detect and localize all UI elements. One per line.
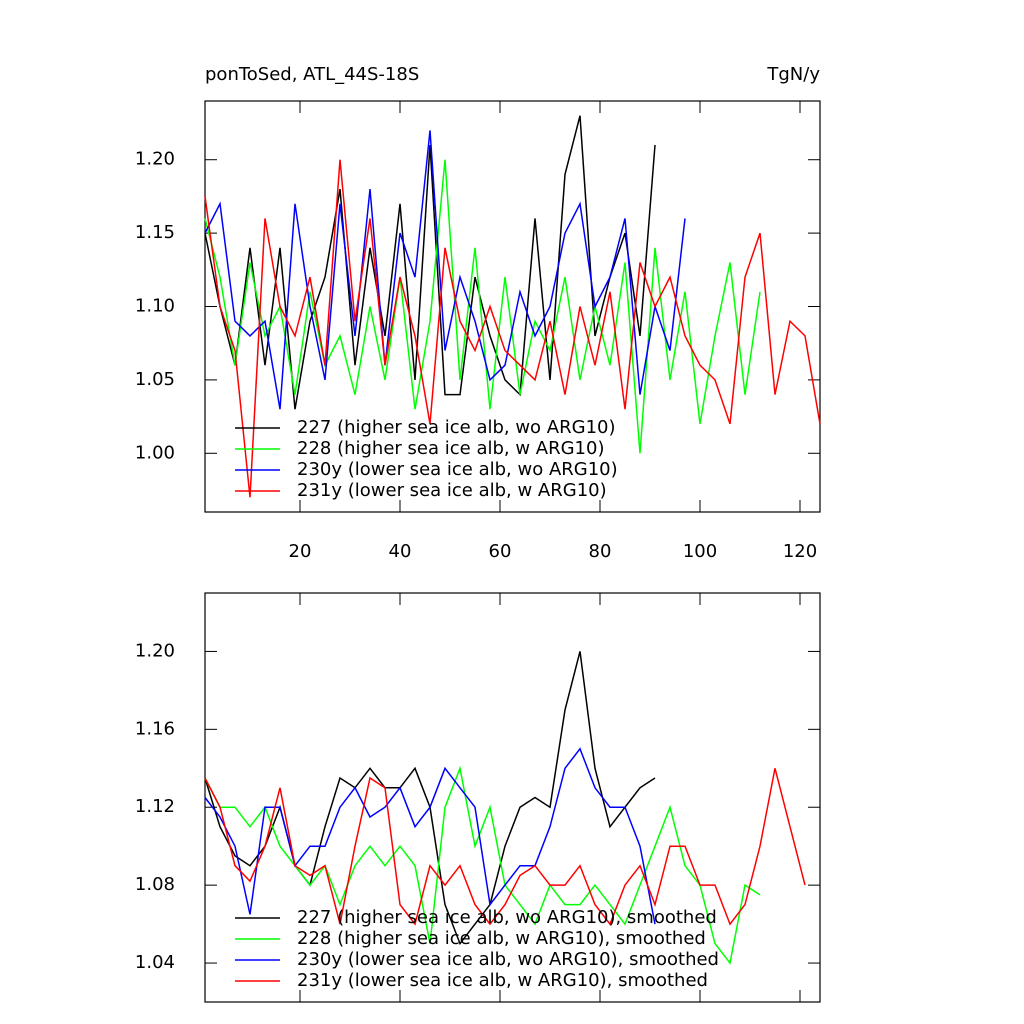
- series-line: [204, 765, 761, 965]
- legend-label: 228 (higher sea ice alb, w ARG10), smoot…: [297, 928, 706, 949]
- y-tick-label: 1.10: [135, 296, 175, 317]
- y-tick-label: 1.20: [135, 640, 175, 661]
- x-tick-label: 20: [289, 541, 312, 562]
- legend-label: 230y (lower sea ice alb, wo ARG10), smoo…: [297, 949, 719, 970]
- y-tick-label: 1.05: [135, 369, 175, 390]
- y-tick-label: 1.20: [135, 149, 175, 170]
- series-line: [204, 768, 806, 926]
- y-tick-label: 1.00: [135, 442, 175, 463]
- legend-label: 228 (higher sea ice alb, w ARG10): [297, 438, 604, 459]
- series-line: [204, 651, 656, 946]
- series-line: [204, 159, 821, 498]
- unit-label: TgN/y: [766, 64, 820, 85]
- legend-label: 227 (higher sea ice alb, wo ARG10), smoo…: [297, 907, 717, 928]
- y-tick-label: 1.04: [135, 952, 175, 973]
- x-tick-label: 100: [683, 541, 717, 562]
- legend-label: 231y (lower sea ice alb, w ARG10), smoot…: [297, 970, 708, 991]
- y-tick-label: 1.15: [135, 222, 175, 243]
- y-tick-label: 1.08: [135, 874, 175, 895]
- series-line: [204, 747, 656, 925]
- chart-title: ponToSed, ATL_44S-18S: [205, 64, 419, 85]
- legend-label: 231y (lower sea ice alb, w ARG10): [297, 480, 607, 501]
- legend-label: 227 (higher sea ice alb, wo ARG10): [297, 417, 616, 438]
- x-tick-label: 120: [783, 541, 817, 562]
- x-tick-label: 80: [589, 541, 612, 562]
- x-tick-label: 40: [389, 541, 412, 562]
- y-tick-label: 1.16: [135, 718, 175, 739]
- y-tick-label: 1.12: [135, 796, 175, 817]
- series-line: [204, 130, 686, 410]
- series-line: [204, 115, 656, 410]
- x-tick-label: 60: [489, 541, 512, 562]
- legend-label: 230y (lower sea ice alb, wo ARG10): [297, 459, 618, 480]
